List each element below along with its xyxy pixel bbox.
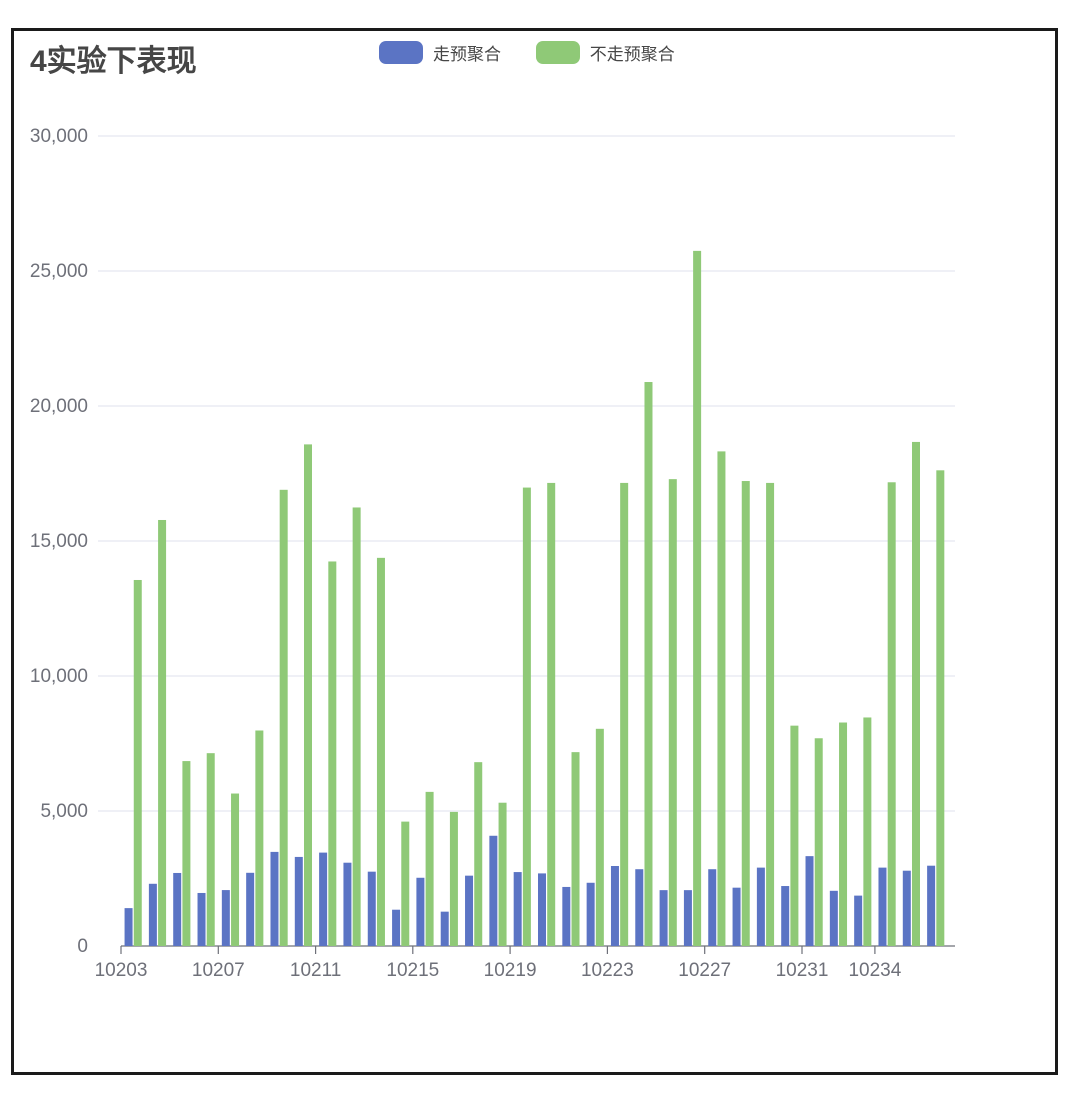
svg-text:10227: 10227 [678,960,731,981]
svg-text:0: 0 [77,936,88,957]
svg-text:10219: 10219 [484,960,537,981]
svg-text:10207: 10207 [192,960,245,981]
svg-text:10211: 10211 [290,960,341,981]
svg-text:25,000: 25,000 [30,261,88,282]
svg-text:5,000: 5,000 [40,801,88,822]
svg-text:10215: 10215 [386,960,439,981]
svg-text:15,000: 15,000 [30,531,88,552]
svg-text:10203: 10203 [95,960,148,981]
svg-text:10234: 10234 [848,960,901,981]
svg-text:10223: 10223 [581,960,634,981]
svg-text:30,000: 30,000 [30,126,88,147]
svg-text:10231: 10231 [776,960,829,981]
svg-text:20,000: 20,000 [30,396,88,417]
svg-text:10,000: 10,000 [30,666,88,687]
